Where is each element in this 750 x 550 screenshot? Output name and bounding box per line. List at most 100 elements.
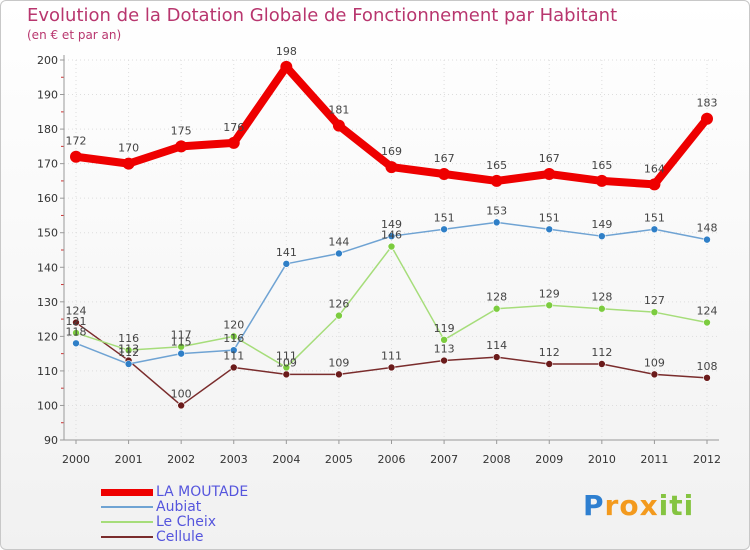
data-label-cellule: 109 xyxy=(328,356,349,369)
x-tick-label: 2003 xyxy=(220,453,248,466)
y-tick-label: 130 xyxy=(37,296,58,309)
data-label-cellule: 111 xyxy=(223,349,244,362)
data-label-cellule: 113 xyxy=(118,343,139,356)
data-label-aubiat: 151 xyxy=(539,211,560,224)
x-tick-label: 2010 xyxy=(588,453,616,466)
data-point-la-moutade xyxy=(648,178,661,191)
y-tick-label: 100 xyxy=(37,399,58,412)
data-label-la-moutade: 198 xyxy=(276,45,297,58)
y-tick-label: 160 xyxy=(37,192,58,205)
legend-label-aubiat: Aubiat xyxy=(156,499,202,515)
data-point-cellule xyxy=(650,370,659,379)
data-point-cellule xyxy=(492,353,501,361)
data-label-aubiat: 144 xyxy=(328,235,349,248)
data-point-cellule xyxy=(282,370,291,379)
data-point-aubiat xyxy=(124,360,133,368)
data-label-le-cheix: 120 xyxy=(223,318,244,331)
data-label-la-moutade: 167 xyxy=(434,152,455,165)
data-label-cellule: 124 xyxy=(66,305,87,318)
data-label-cellule: 112 xyxy=(591,346,612,359)
data-label-la-moutade: 172 xyxy=(66,135,87,148)
data-label-le-cheix: 128 xyxy=(486,291,507,304)
data-point-le-cheix xyxy=(124,346,133,354)
data-point-la-moutade xyxy=(332,119,345,132)
data-point-la-moutade xyxy=(385,161,398,174)
data-label-la-moutade: 165 xyxy=(486,159,507,172)
data-point-aubiat xyxy=(335,249,343,258)
x-tick-label: 2009 xyxy=(535,453,563,466)
data-label-le-cheix: 121 xyxy=(66,315,87,328)
data-label-la-moutade: 176 xyxy=(223,121,244,134)
data-label-la-moutade: 183 xyxy=(697,97,718,110)
x-tick-label: 2000 xyxy=(62,453,90,466)
x-tick-label: 2005 xyxy=(325,453,353,466)
tick-labels: 90 100 110 120 130 140 150 160 170 180 190 200 2000 2… xyxy=(37,54,721,466)
data-point-aubiat xyxy=(492,218,501,227)
data-label-le-cheix: 111 xyxy=(276,349,297,362)
legend-swatch-cellule xyxy=(101,536,153,538)
data-point-aubiat xyxy=(282,260,291,268)
data-labels: 172 170 175 176 198 181 169 167 165 167 165 164 183 1… xyxy=(66,45,718,401)
legend-label-la-moutade: LA MOUTADE xyxy=(156,484,249,500)
data-point-le-cheix xyxy=(229,332,238,341)
data-point-la-moutade xyxy=(438,168,451,180)
data-label-le-cheix: 119 xyxy=(434,322,455,335)
y-tick-label: 180 xyxy=(37,123,58,136)
chart-subtitle: (en € et par an) xyxy=(27,28,122,42)
data-label-aubiat: 148 xyxy=(697,222,718,235)
data-label-aubiat: 151 xyxy=(644,211,665,224)
data-point-aubiat xyxy=(703,235,711,244)
y-tick-label: 140 xyxy=(37,261,58,274)
data-point-cellule xyxy=(72,318,80,327)
data-point-le-cheix xyxy=(282,363,291,372)
y-tick-label: 190 xyxy=(37,89,58,102)
data-label-aubiat: 149 xyxy=(381,218,402,231)
data-label-la-moutade: 167 xyxy=(539,152,560,165)
data-label-le-cheix: 127 xyxy=(644,294,665,307)
legend: LA MOUTADE Aubiat Le Cheix Cellule xyxy=(101,485,361,545)
data-label-le-cheix: 124 xyxy=(697,305,718,318)
data-point-la-moutade xyxy=(595,174,608,187)
legend-label-le-cheix: Le Cheix xyxy=(156,514,217,530)
data-point-la-moutade xyxy=(490,174,503,187)
axes xyxy=(60,55,719,444)
data-point-le-cheix xyxy=(650,308,659,316)
data-label-la-moutade: 170 xyxy=(118,142,139,155)
data-label-le-cheix: 129 xyxy=(539,287,560,300)
data-point-le-cheix xyxy=(703,318,711,327)
legend-item-cellule: Cellule xyxy=(101,530,361,545)
data-label-aubiat: 149 xyxy=(591,218,612,231)
data-label-cellule: 114 xyxy=(486,339,507,352)
data-point-aubiat xyxy=(650,225,659,234)
data-point-aubiat xyxy=(72,339,80,348)
proxiti-logo: Proxiti xyxy=(583,489,695,522)
legend-swatch-aubiat xyxy=(101,506,153,508)
data-point-aubiat xyxy=(440,225,448,234)
data-point-aubiat xyxy=(545,225,554,234)
x-tick-label: 2011 xyxy=(640,453,668,466)
data-point-la-moutade xyxy=(175,140,188,153)
y-tick-label: 170 xyxy=(37,158,58,171)
legend-label-cellule: Cellule xyxy=(156,529,204,545)
x-tick-label: 2002 xyxy=(167,453,195,466)
data-label-le-cheix: 126 xyxy=(328,298,349,311)
data-point-le-cheix xyxy=(545,301,554,310)
data-label-cellule: 112 xyxy=(539,346,560,359)
data-point-cellule xyxy=(598,360,606,368)
data-point-le-cheix xyxy=(440,336,448,344)
data-label-le-cheix: 146 xyxy=(381,229,402,242)
data-point-cellule xyxy=(545,360,554,368)
legend-swatch-le-cheix xyxy=(101,521,153,523)
data-point-cellule xyxy=(335,370,343,379)
data-label-la-moutade: 175 xyxy=(171,124,192,137)
x-tick-label: 2006 xyxy=(378,453,406,466)
data-label-la-moutade: 169 xyxy=(381,145,402,158)
data-label-la-moutade: 181 xyxy=(328,104,349,117)
data-label-aubiat: 112 xyxy=(118,346,139,359)
legend-item-le-cheix: Le Cheix xyxy=(101,515,361,530)
data-label-cellule: 109 xyxy=(276,356,297,369)
data-label-cellule: 113 xyxy=(434,343,455,356)
data-point-cellule xyxy=(387,363,396,372)
y-tick-label: 200 xyxy=(37,54,58,67)
